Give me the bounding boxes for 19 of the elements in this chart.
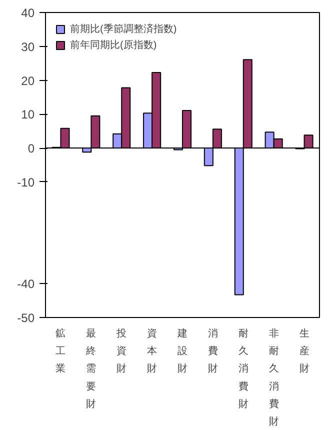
y-tick-label: 40 [21,6,35,20]
x-tick-label: 耐久消費財 [238,328,248,410]
legend-label: 前期比(季節調整済指数) [70,22,177,36]
y-tick-label: -40 [17,277,35,292]
y-tick-label: 0 [28,142,35,156]
y-tick-label: -10 [17,175,35,190]
y-tick-label: 20 [21,74,35,88]
x-tick-label: 鉱工業 [56,328,66,375]
x-tick-label: 資本財 [147,328,158,375]
x-tick-label: 消費財 [208,328,218,375]
y-tick-label: 10 [21,108,35,122]
y-tick-label: 30 [21,40,35,54]
legend-label: 前年同期比(原指数) [70,38,157,52]
x-tick-label: 最終需要財 [85,328,96,410]
x-tick-label: 非耐久消費財 [268,328,279,428]
y-tick-label: -50 [17,311,35,325]
x-tick-label: 投資財 [116,328,127,375]
x-tick-label: 生産財 [299,328,310,375]
x-tick-label: 建設財 [176,328,188,375]
